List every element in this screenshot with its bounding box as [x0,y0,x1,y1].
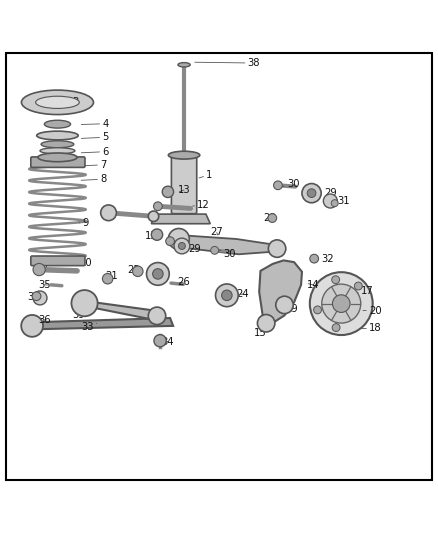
Circle shape [148,307,166,325]
Text: 3: 3 [35,98,78,107]
Text: 1: 1 [199,170,212,180]
Text: 23: 23 [157,266,170,277]
Circle shape [32,292,41,301]
Text: 15: 15 [254,324,267,338]
Text: 9: 9 [79,218,89,228]
Circle shape [153,202,162,211]
Text: 11: 11 [101,207,114,217]
Circle shape [147,263,169,285]
Ellipse shape [37,131,78,140]
Polygon shape [172,235,280,254]
Circle shape [310,254,318,263]
Circle shape [71,290,98,316]
Circle shape [178,243,185,249]
Text: 27: 27 [210,228,223,237]
Circle shape [33,263,45,276]
Circle shape [302,183,321,203]
Text: 36: 36 [38,315,51,325]
FancyBboxPatch shape [31,256,85,265]
Ellipse shape [38,153,77,161]
Circle shape [258,314,275,332]
Ellipse shape [44,120,71,128]
Text: 26: 26 [177,277,190,287]
Ellipse shape [40,148,75,154]
Text: 21: 21 [106,271,118,281]
Text: 25: 25 [127,265,140,275]
Polygon shape [151,214,210,224]
Text: 17: 17 [355,286,374,295]
Text: 18: 18 [362,324,381,334]
Text: 8: 8 [81,174,106,184]
Circle shape [323,194,337,208]
Polygon shape [81,301,161,321]
Text: 39: 39 [72,306,85,319]
Circle shape [268,214,277,222]
Text: 29: 29 [318,188,337,198]
Polygon shape [29,318,173,329]
Circle shape [168,229,189,249]
Polygon shape [259,261,302,322]
Circle shape [268,240,286,257]
Text: 31: 31 [169,239,182,249]
Text: 19: 19 [286,304,299,314]
Text: 32: 32 [317,254,334,264]
Text: 5: 5 [81,132,109,142]
Circle shape [154,335,166,347]
Circle shape [101,205,117,221]
Circle shape [274,181,283,190]
Text: 30: 30 [283,179,300,189]
FancyBboxPatch shape [171,154,197,214]
Circle shape [133,266,143,277]
Circle shape [152,269,163,279]
Circle shape [331,200,338,207]
Text: 37: 37 [27,292,40,302]
Circle shape [307,189,316,198]
Circle shape [151,229,162,240]
Circle shape [332,276,339,284]
Text: 24: 24 [237,289,249,299]
Text: 14: 14 [307,280,319,290]
Ellipse shape [41,141,74,148]
Circle shape [166,237,174,246]
Ellipse shape [35,96,79,108]
Circle shape [148,211,159,222]
Circle shape [310,272,373,335]
Text: 31: 31 [333,196,350,206]
Text: 13: 13 [145,230,162,240]
Text: 34: 34 [162,337,174,346]
Circle shape [322,284,361,323]
Text: 33: 33 [81,322,97,332]
Ellipse shape [168,151,200,159]
Circle shape [211,246,219,254]
Circle shape [215,284,238,306]
Circle shape [354,282,362,290]
Text: 10: 10 [75,258,92,268]
Circle shape [314,306,321,314]
Ellipse shape [178,62,190,67]
Circle shape [21,315,43,337]
Text: 40: 40 [36,263,53,273]
Circle shape [332,295,350,312]
Text: 30: 30 [219,249,236,259]
Text: 6: 6 [81,147,109,157]
Circle shape [276,296,293,313]
FancyBboxPatch shape [31,157,85,167]
Circle shape [102,273,113,284]
Circle shape [162,186,173,198]
Text: 28: 28 [263,213,276,223]
Text: 13: 13 [178,185,191,195]
Text: 4: 4 [81,119,109,129]
Text: 7: 7 [81,160,106,170]
Text: 29: 29 [184,244,201,254]
Circle shape [332,324,340,332]
Text: 20: 20 [363,306,381,316]
Text: 12: 12 [193,200,210,211]
Circle shape [174,238,190,254]
Text: 38: 38 [195,58,260,68]
Ellipse shape [21,90,93,115]
Circle shape [33,291,47,305]
Circle shape [222,290,232,301]
Text: 35: 35 [38,280,51,290]
